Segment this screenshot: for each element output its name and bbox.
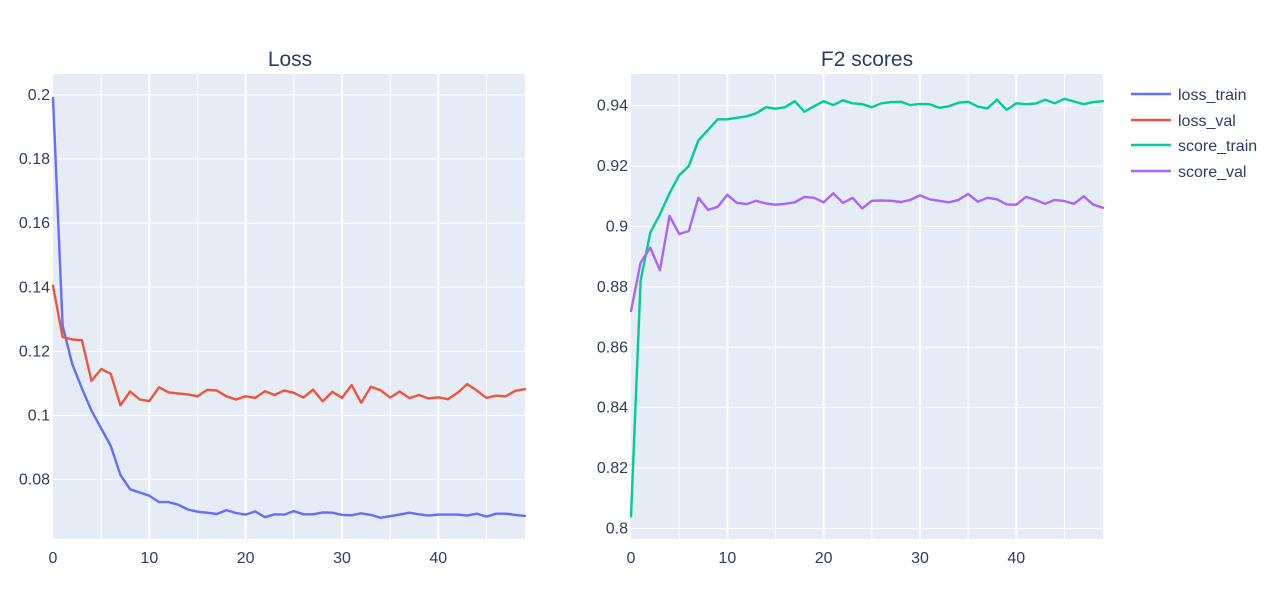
series-line-score-val[interactable] [629,192,1105,313]
loss-x-tick-label: 30 [333,550,351,567]
loss-y-tick-label: 0.1 [28,408,50,425]
legend-item-loss-val[interactable]: loss_val [1131,113,1236,130]
series-line-loss-train[interactable] [51,96,527,519]
f2-scores-y-tick-label: 0.94 [597,98,628,115]
series-line-score-train[interactable] [629,97,1105,518]
f2-scores-y-tick-label: 0.88 [597,279,628,296]
legend-label-loss-val: loss_val [1178,113,1236,130]
loss-x-tick-label: 40 [429,550,447,567]
loss-x-tick-label: 0 [49,550,58,567]
loss-subplot: Loss 0 10 20 30 40 0.08 0.1 0.12 0.14 0.16 0.18 0.2 [19,48,527,567]
f2-scores-plot-area[interactable] [631,74,1103,539]
f2-scores-y-tick-label: 0.84 [597,400,628,417]
legend-item-score-train[interactable]: score_train [1131,138,1257,155]
loss-y-tick-label: 0.08 [19,472,50,489]
loss-y-tick-label: 0.16 [19,215,50,232]
series-line-loss-val[interactable] [51,284,527,407]
f2-scores-y-tick-label: 0.9 [606,218,628,235]
loss-y-tick-label: 0.14 [19,279,50,296]
f2-scores-y-tick-label: 0.86 [597,339,628,356]
f2-scores-y-tick-label: 0.92 [597,158,628,175]
legend-item-score-val[interactable]: score_val [1131,164,1246,181]
legend-label-score-val: score_val [1178,164,1246,181]
legend[interactable]: loss_train loss_val score_train score_va… [1131,87,1257,181]
loss-y-tick-label: 0.2 [28,87,50,104]
f2-scores-y-tick-label: 0.82 [597,460,628,477]
legend-label-loss-train: loss_train [1178,87,1246,104]
f2-scores-x-tick-label: 10 [718,550,736,567]
f2-scores-y-tick-label: 0.8 [606,520,628,537]
f2-scores-x-tick-label: 30 [911,550,929,567]
legend-item-loss-train[interactable]: loss_train [1131,87,1246,104]
f2-scores-x-tick-label: 0 [627,550,636,567]
f2-scores-subplot: F2 scores 0 10 20 30 40 0.8 0.82 0.84 0.86 0.88 0.… [597,48,1105,567]
loss-x-tick-label: 20 [237,550,255,567]
loss-chart-title: Loss [268,48,312,71]
f2-scores-x-tick-label: 20 [815,550,833,567]
loss-x-tick-label: 10 [140,550,158,567]
f2-scores-x-tick-label: 40 [1007,550,1025,567]
loss-y-tick-label: 0.12 [19,343,50,360]
f2-scores-chart-title: F2 scores [821,48,913,71]
loss-y-tick-label: 0.18 [19,151,50,168]
loss-plot-area[interactable] [53,74,525,539]
legend-label-score-train: score_train [1178,138,1257,155]
